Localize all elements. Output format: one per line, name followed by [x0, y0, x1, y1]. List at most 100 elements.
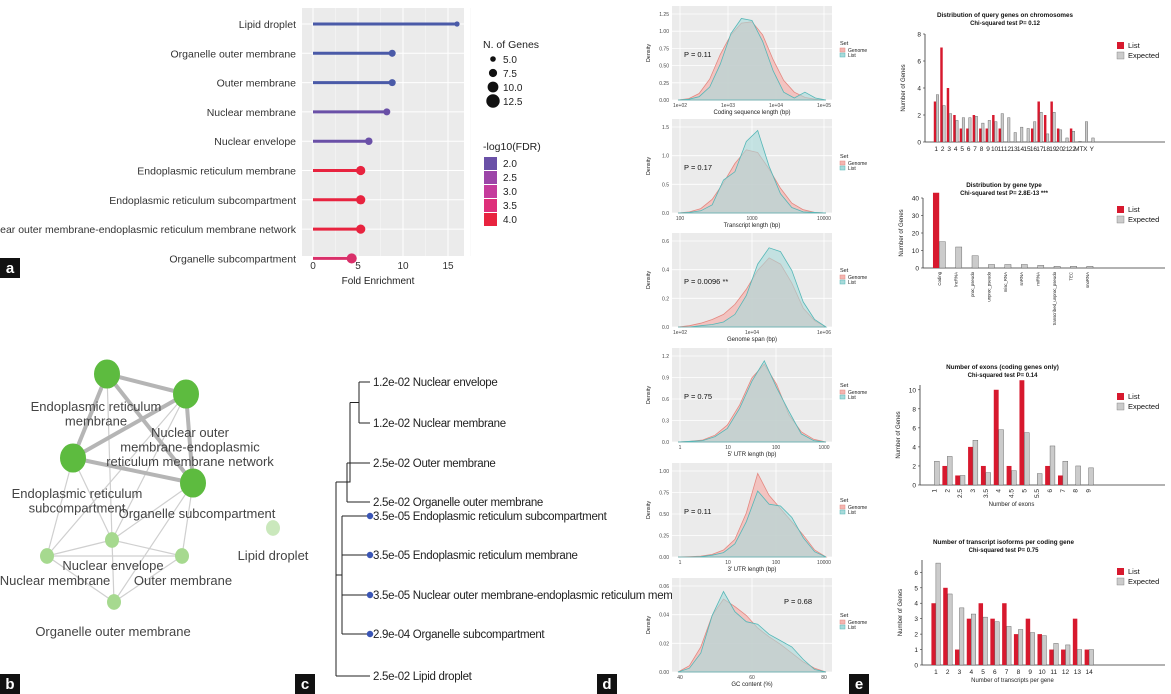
size-legend-dot [490, 56, 496, 62]
bar-expected [1072, 130, 1075, 143]
lollipop-head [346, 253, 357, 264]
y-tick-label: 6 [914, 570, 918, 577]
panel-c-tree: 1.2e-02 Nuclear envelope 1.2e-02 Nuclear … [335, 377, 742, 683]
x-tick-label: snRNA [1019, 272, 1024, 286]
y-tick-label: 3 [914, 616, 918, 623]
legend-swatch-expected [1116, 402, 1125, 411]
bar-list [998, 128, 1002, 142]
color-legend-label: 3.0 [503, 187, 517, 198]
chart-subtitle: Chi-squared test P= 0.14 [968, 373, 1039, 379]
x-tick-label: 8 [980, 146, 984, 153]
x-tick-label: 1e+03 [721, 103, 735, 109]
network-node-label-line: Organelle subcompartment [119, 506, 276, 521]
network-node-label-line: Endoplasmic reticulum [31, 399, 162, 414]
network-node-label: Endoplasmic reticulum subcompartment [12, 486, 143, 516]
y-tick-label: 2 [917, 113, 921, 120]
bar-list [1025, 618, 1031, 665]
x-axis-title: Transcript length (bp) [724, 223, 781, 229]
x-axis-title: Genome span (bp) [727, 337, 777, 343]
y-tick-label: 8 [917, 32, 921, 39]
x-tick-label: 11 [1050, 669, 1057, 676]
bar-list [979, 128, 982, 142]
x-tick-label: 13 [1010, 146, 1018, 153]
x-tick-label: 5 [960, 146, 964, 153]
bar-expected [959, 475, 966, 486]
x-axis-title: Coding sequence length (bp) [713, 110, 790, 116]
x-tick-label: 3 [958, 669, 962, 676]
y-tick-label: 0.50 [659, 512, 669, 518]
bar-expected [1039, 112, 1043, 143]
network-node [180, 468, 206, 498]
legend-title: Set [840, 41, 849, 47]
network-node-label: Organelle subcompartment [119, 506, 276, 521]
p-value-label: P = 0.0096 ** [684, 277, 728, 286]
legend-label-list: List [848, 395, 856, 401]
panel-tag-label: b [5, 676, 14, 693]
network-node-label: Endoplasmic reticulum membrane [31, 399, 162, 429]
legend-swatch-list [1117, 568, 1124, 575]
tree-leaf-label: 2.5e-02 Outer membrane [373, 458, 496, 470]
density-area-list [678, 490, 827, 558]
chart-subtitle: Chi-squared test P= 2.8E-13 *** [960, 191, 1049, 197]
bar-expected [971, 613, 976, 666]
legend-label-expected: Expected [1128, 577, 1159, 586]
y-tick-label: 10 [909, 387, 917, 394]
network-edge [106, 373, 113, 541]
y-tick-label: 0.5 [662, 182, 669, 188]
bar-list [1030, 128, 1034, 142]
network-edge [46, 555, 115, 603]
x-axis-title: Fold Enrichment [342, 276, 415, 287]
bar-expected [972, 440, 979, 486]
y-tick-label: 4 [917, 86, 921, 93]
network-node-label-line: membrane [65, 414, 127, 429]
bar-expected [1007, 117, 1011, 143]
chart-title: Number of exons (coding genes only) [946, 364, 1059, 371]
bar-list [953, 115, 956, 142]
bar-expected [942, 105, 946, 143]
y-tick-label: 1.0 [662, 154, 669, 160]
x-tick-label: 2 [944, 489, 951, 493]
bar-chart: 0 10 20 30 40 Number of Genes Coding lncRNA proc… [899, 182, 1165, 325]
x-tick-label: 4 [996, 489, 1003, 493]
density-plot: 0.00 0.02 0.04 0.06 40 60 80 P = 0.68 GC content… [646, 578, 867, 688]
bar-expected [1036, 473, 1043, 486]
x-tick-label: 100 [676, 216, 685, 222]
tree-leaf-label: 3.5e-05 Endoplasmic reticulum membrane [373, 550, 578, 562]
bar-expected [981, 122, 985, 143]
bar-expected [1018, 629, 1024, 666]
bar-list [1037, 101, 1040, 142]
density-area-list [677, 359, 827, 443]
bar-expected [1000, 113, 1004, 143]
bar-expected [955, 246, 963, 269]
x-tick-label: 1 [934, 669, 938, 676]
x-tick-label: 10 [991, 146, 999, 153]
y-axis-title: Density [646, 501, 652, 520]
color-legend-title: -log10(FDR) [483, 141, 541, 153]
bar-list [1045, 465, 1051, 485]
network-node-label: Nuclear outer membrane-endoplasmic reticul… [106, 425, 274, 469]
y-axis-title: Number of Genes [899, 209, 905, 256]
category-label: Organelle outer membrane [171, 48, 297, 60]
bar-expected [939, 241, 946, 269]
bar-list [1013, 634, 1019, 665]
legend-label-genome: Genome [848, 390, 867, 396]
legend-label-list: List [848, 280, 856, 286]
x-tick-label: 1e+06 [817, 330, 831, 336]
panel-tag-box [295, 674, 315, 694]
bar-list [972, 115, 976, 142]
x-tick-label: 20 [1056, 146, 1064, 153]
x-tick-label: 8 [1073, 489, 1080, 493]
x-tick-label: 6 [1047, 489, 1054, 493]
x-tick-label: 11 [998, 146, 1005, 153]
bar-expected [1070, 266, 1077, 269]
bar-list [985, 128, 989, 142]
color-legend-swatch [484, 199, 497, 212]
bar-expected [1062, 460, 1068, 486]
bar-list [1084, 649, 1090, 665]
category-label: Lipid droplet [239, 19, 296, 31]
x-tick-label: 10 [725, 560, 731, 566]
legend-swatch-list [839, 165, 846, 171]
x-tick-label: 40 [677, 675, 683, 681]
